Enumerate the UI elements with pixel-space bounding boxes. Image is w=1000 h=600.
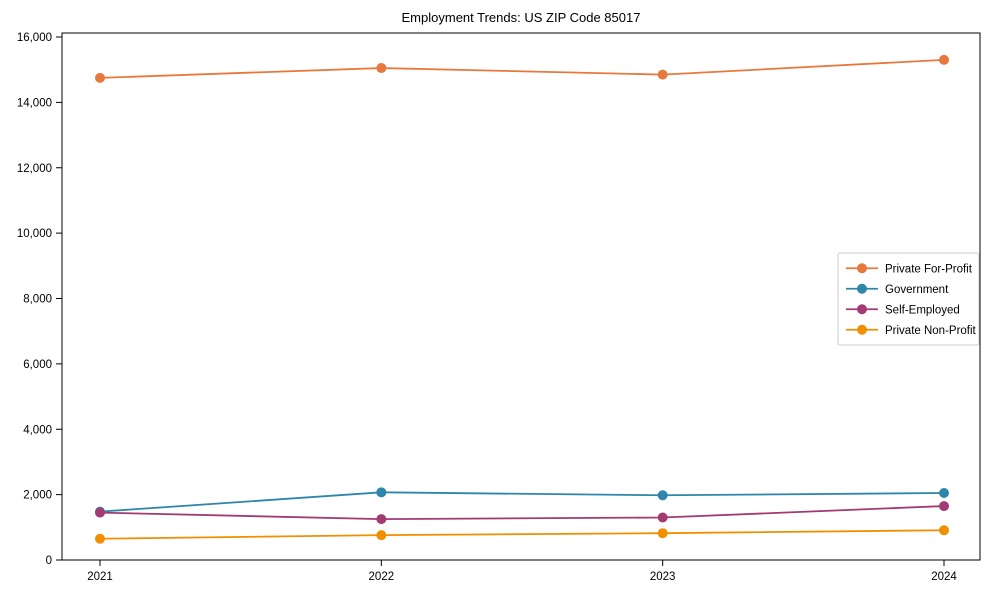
series-line-government: [99, 491, 945, 513]
y-tick-label: 16,000: [17, 32, 52, 44]
series-marker-self-employed: [939, 501, 949, 512]
y-tick-label: 6,000: [23, 359, 52, 371]
series-line-private-for-profit: [99, 58, 945, 79]
y-tick-label: 4,000: [23, 424, 52, 436]
series-marker-government: [376, 487, 387, 498]
legend-marker-government: [857, 283, 867, 294]
series-marker-private-non-profit: [657, 528, 668, 539]
x-tick-label: 2021: [87, 571, 113, 583]
legend-marker-private-for-profit: [857, 263, 867, 274]
y-tick-label: 14,000: [17, 97, 52, 109]
x-tick-label: 2022: [369, 571, 395, 583]
legend-box: [837, 252, 980, 346]
series-marker-private-for-profit: [95, 72, 105, 83]
plot-border: [61, 32, 981, 561]
series-marker-private-non-profit: [376, 530, 387, 541]
x-tick-label: 2024: [931, 571, 957, 583]
chart-title: Employment Trends: US ZIP Code 85017: [401, 10, 641, 25]
series-marker-private-non-profit: [939, 525, 949, 536]
series-marker-private-non-profit: [95, 533, 105, 544]
series-line-self-employed: [99, 505, 945, 521]
y-tick-label: 10,000: [17, 228, 52, 240]
series-line-private-non-profit: [99, 529, 945, 540]
legend-label-private-non-profit: Private Non-Profit: [885, 325, 977, 337]
series-marker-self-employed: [657, 512, 668, 523]
legend-label-government: Government: [885, 284, 949, 296]
y-tick-label: 2,000: [23, 490, 52, 502]
series-marker-self-employed: [376, 514, 387, 525]
series-marker-self-employed: [95, 507, 105, 518]
legend-label-self-employed: Self-Employed: [885, 304, 960, 316]
x-tick-label: 2023: [650, 571, 676, 583]
series-marker-private-for-profit: [939, 54, 949, 65]
series-marker-private-for-profit: [657, 69, 668, 80]
legend-marker-self-employed: [857, 304, 867, 315]
y-tick-label: 8,000: [23, 294, 52, 306]
y-tick-label: 12,000: [17, 163, 52, 175]
series-marker-government: [657, 490, 668, 501]
series-marker-private-for-profit: [376, 63, 387, 74]
y-tick-label: 0: [46, 555, 52, 567]
series-marker-government: [939, 487, 949, 498]
legend-label-private-for-profit: Private For-Profit: [885, 263, 973, 275]
legend-marker-private-non-profit: [857, 324, 867, 335]
